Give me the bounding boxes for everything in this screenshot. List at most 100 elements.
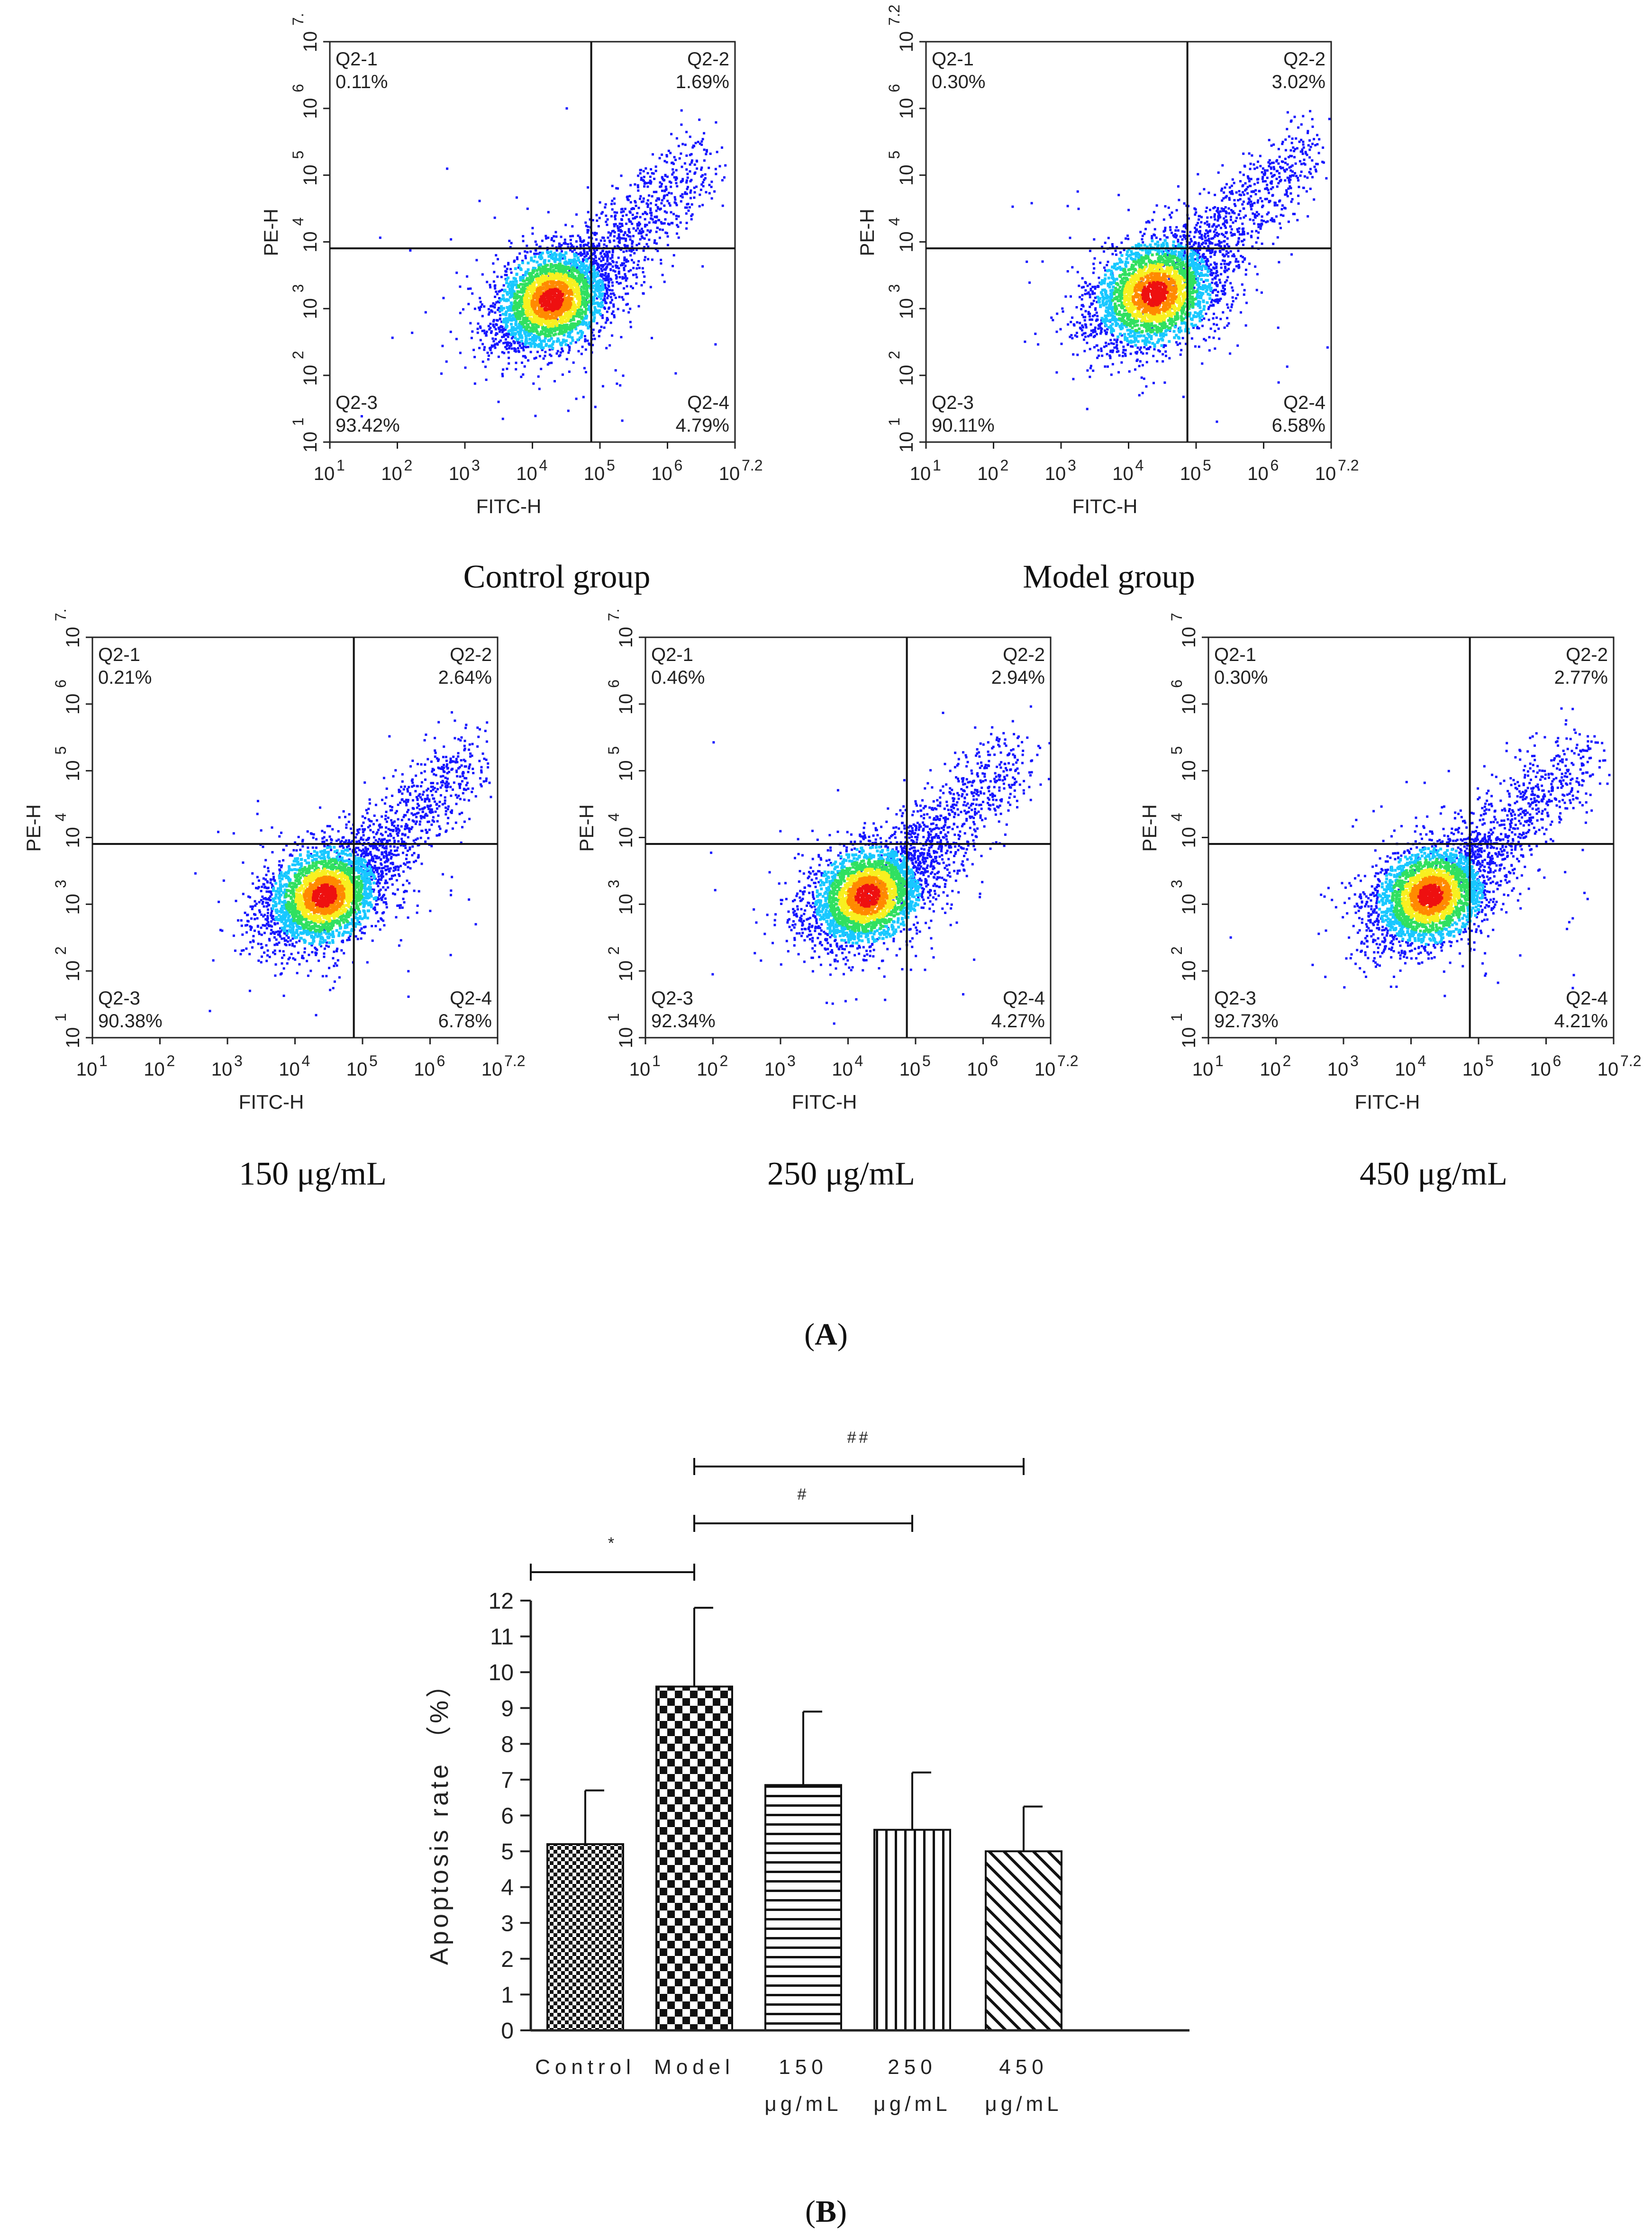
event-dot [692, 145, 695, 147]
event-dot [1273, 220, 1276, 223]
event-dot [672, 171, 675, 174]
event-dot [1273, 204, 1276, 207]
event-dot [1239, 180, 1242, 182]
event-dot [548, 353, 551, 356]
y-tick-exponent: 7. [290, 13, 307, 26]
event-dot [1191, 255, 1194, 259]
event-dot [700, 168, 703, 171]
event-dot [1225, 226, 1227, 229]
event-dot [675, 137, 678, 140]
event-dot [518, 321, 522, 324]
event-dot [538, 343, 541, 346]
event-dot [1305, 152, 1307, 155]
event-dot [449, 330, 452, 333]
event-dot [578, 308, 581, 311]
event-dot [565, 358, 568, 361]
event-dot [664, 185, 667, 188]
event-dot [569, 331, 572, 334]
event-dot [1141, 238, 1144, 241]
event-dot [554, 253, 558, 256]
event-dot [1213, 235, 1216, 238]
event-dot [536, 281, 539, 284]
event-dot [1227, 268, 1230, 271]
event-dot [606, 259, 609, 262]
event-dot [559, 351, 562, 354]
event-dot [1222, 292, 1224, 295]
event-dot [1084, 310, 1087, 313]
event-dot [552, 269, 555, 272]
event-dot [674, 179, 677, 181]
event-dot [1083, 350, 1086, 353]
event-dot [1098, 276, 1100, 279]
event-dot [1244, 214, 1247, 217]
event-dot [1290, 200, 1293, 203]
event-dot [484, 365, 487, 368]
event-dot [1297, 202, 1300, 205]
event-dot [1261, 242, 1263, 245]
event-dot [499, 330, 501, 333]
event-dot [535, 275, 538, 279]
event-dot [1082, 305, 1085, 308]
event-dot [1089, 312, 1091, 315]
event-dot [701, 174, 704, 177]
event-dot [1214, 347, 1216, 350]
event-dot [1192, 244, 1195, 246]
event-dot [580, 254, 582, 257]
event-dot [534, 415, 537, 417]
event-dot [577, 274, 581, 278]
event-dot [1083, 338, 1085, 341]
event-dot [563, 329, 566, 332]
event-dot [1204, 222, 1206, 225]
event-dot [1184, 245, 1188, 249]
event-dot [1221, 233, 1223, 235]
event-dot [661, 190, 663, 192]
event-dot [573, 325, 576, 328]
event-dot [660, 222, 663, 225]
event-dot [513, 301, 516, 305]
event-dot [1217, 327, 1220, 330]
event-dot [670, 133, 673, 136]
event-dot [546, 270, 549, 273]
event-dot [1129, 339, 1133, 343]
event-dot [506, 341, 509, 344]
event-dot [658, 157, 661, 160]
event-dot [1286, 365, 1289, 368]
event-dot [1212, 224, 1215, 226]
event-dot [1152, 354, 1155, 357]
event-dot [551, 327, 554, 331]
event-dot [548, 307, 552, 310]
event-dot [1187, 217, 1190, 220]
event-dot [409, 249, 412, 252]
event-dot [1118, 261, 1122, 264]
event-dot [605, 214, 608, 217]
event-dot [1293, 116, 1296, 118]
event-dot [1253, 213, 1256, 216]
event-dot [1243, 233, 1245, 235]
event-dot [564, 270, 567, 273]
event-dot [561, 347, 563, 350]
event-dot [1107, 326, 1110, 329]
event-dot [1291, 170, 1294, 173]
event-dot [606, 254, 609, 256]
event-dot [505, 334, 508, 336]
event-dot [526, 286, 530, 290]
event-dot [1202, 274, 1206, 277]
event-dot [545, 274, 548, 278]
event-dot [596, 274, 599, 278]
event-dot [636, 212, 639, 215]
event-dot [514, 267, 517, 270]
event-dot [689, 191, 692, 194]
event-dot [595, 232, 598, 235]
event-dot [1096, 333, 1098, 335]
event-dot [703, 179, 706, 181]
event-dot [625, 244, 627, 247]
event-dot [563, 312, 567, 315]
event-dot [561, 326, 564, 329]
event-dot [513, 318, 516, 321]
event-dot [536, 261, 539, 264]
event-dot [1080, 298, 1083, 301]
event-dot [629, 326, 632, 328]
event-dot [514, 277, 517, 281]
event-dot [1165, 354, 1167, 357]
event-dot [481, 303, 483, 306]
